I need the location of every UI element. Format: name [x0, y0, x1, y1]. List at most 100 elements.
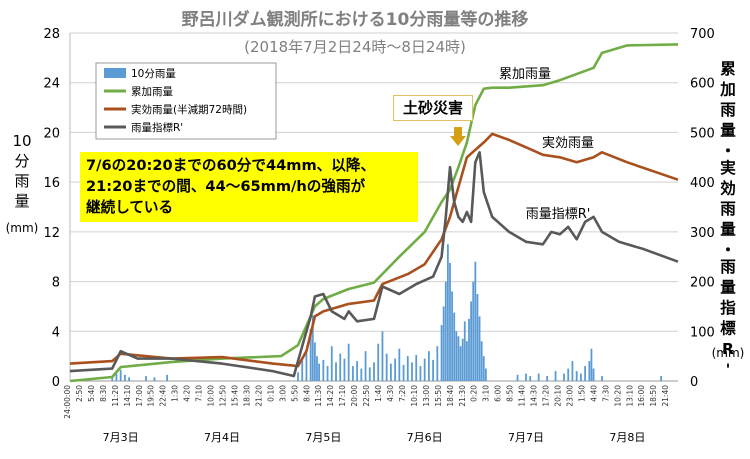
x-tick-label: 10:10	[410, 385, 419, 407]
rain10-bar	[554, 371, 557, 381]
right-axis-unit: (mm)	[712, 346, 745, 360]
right-tick-label: 200	[690, 276, 715, 291]
rain10-bar	[453, 312, 456, 381]
x-tick-label: 14:10	[123, 385, 132, 407]
date-label: 7月5日	[305, 431, 341, 444]
x-tick-label: 12:50	[219, 385, 228, 407]
right-tick-label: 400	[690, 176, 715, 191]
date-label: 7月6日	[407, 431, 443, 444]
rain10-bar	[305, 349, 308, 381]
rain10-bar	[584, 366, 587, 381]
rain10-bar	[364, 351, 367, 381]
rain10-bar	[468, 318, 470, 381]
x-tick-label: 2:50	[75, 385, 84, 402]
rain10-bar	[419, 366, 422, 381]
rain10-bar	[356, 361, 359, 381]
x-tick-label: 3:10	[482, 385, 491, 402]
rain10-bar	[123, 374, 126, 381]
right-axis-label-char: ・	[720, 142, 736, 160]
rain10-bar	[470, 301, 473, 381]
left-axis-label-char: 10	[12, 132, 31, 150]
x-tick-label: 23:00	[565, 385, 574, 407]
right-tick-label: 0	[690, 375, 698, 390]
rain10-bar	[529, 376, 532, 381]
date-labels: 7月3日 7月4日 7月5日 7月6日 7月7日 7月8日	[103, 431, 646, 444]
rain10-bar	[427, 351, 430, 381]
rain10-bar	[406, 356, 409, 381]
rain10-bar	[436, 346, 439, 381]
x-tick-label: 8:30	[99, 385, 108, 402]
right-axis-label-char: 累	[720, 60, 736, 78]
rain10-bar	[525, 373, 527, 381]
rain10-bar	[423, 358, 426, 381]
rain10-bar	[394, 358, 397, 381]
right-axis-label-char: 雨	[720, 258, 736, 276]
chart-title: 野呂川ダム観測所における10分雨量等の推移	[182, 9, 529, 30]
rain10-bar	[389, 363, 392, 381]
rain10-bar	[571, 361, 574, 381]
rain10-bar	[567, 368, 570, 381]
series-lines	[69, 43, 679, 383]
rain10-bar	[128, 377, 131, 381]
x-tick-label: 10:20	[613, 385, 622, 407]
x-tick-label: 1:40	[374, 385, 383, 402]
effective-line	[69, 132, 679, 368]
callout-line-2: 21:20までの間、44～65mm/hの強雨が	[86, 178, 366, 195]
rain10-bar	[449, 262, 451, 381]
rain10-bar	[451, 291, 454, 381]
rain10-bar	[575, 371, 578, 381]
left-axis-label-char: 分	[14, 152, 29, 170]
label-effective: 実効雨量	[542, 135, 594, 151]
right-axis-label-char: 量	[720, 122, 736, 140]
x-axis-ticks: 24:00:00 2:50 5:40 8:30 11:20 14:10 17:00 19:50…	[63, 385, 670, 419]
rain10-bar	[457, 336, 460, 381]
disaster-arrow	[450, 127, 466, 146]
rain10-bar	[373, 362, 375, 381]
x-tick-label: 14:20	[326, 385, 335, 407]
x-tick-label: 17:10	[338, 385, 347, 407]
left-tick-label: 24	[43, 77, 60, 92]
rain10-bar	[546, 376, 549, 381]
x-tick-label: 18:30	[242, 385, 251, 407]
cumulative-line	[69, 43, 679, 383]
legend-label: 実効雨量(半減期72時間)	[131, 103, 247, 116]
left-tick-label: 4	[52, 325, 60, 340]
rain10-bar	[459, 346, 462, 381]
rain10-bar	[145, 376, 147, 381]
x-tick-label: 10:00	[207, 385, 216, 407]
date-label: 7月4日	[204, 431, 240, 444]
x-tick-label: 5:40	[87, 385, 96, 402]
right-axis-label-char: 加	[719, 81, 736, 99]
rain10-bar	[316, 356, 318, 381]
rain10-bar	[339, 353, 342, 381]
x-tick-label: 1:30	[171, 385, 180, 402]
rain10-bar	[111, 376, 114, 381]
right-axis-label-char: 実	[720, 158, 736, 177]
x-tick-label: 21:30	[458, 385, 467, 407]
right-axis-label-char: 量	[720, 221, 736, 239]
x-tick-label: 6:00	[494, 385, 503, 402]
rain10-bar	[119, 369, 122, 381]
rain10-bar	[368, 367, 371, 381]
x-tick-label: 13:10	[625, 385, 634, 407]
rain10-bar	[313, 342, 316, 381]
legend-label: 10分雨量	[131, 68, 176, 80]
rain10-bar	[330, 346, 333, 381]
x-tick-label: 21:40	[661, 385, 670, 407]
rain10-bar	[166, 374, 169, 381]
x-tick-label: 7:30	[601, 385, 610, 402]
rain10-bar	[398, 348, 401, 381]
rain10-bar	[660, 376, 663, 381]
x-tick-label: 7:10	[195, 385, 204, 402]
x-tick-label: 1:50	[577, 385, 586, 402]
rain10-bar	[484, 368, 487, 381]
rain10-bar	[563, 373, 565, 381]
right-axis-label-char: 雨	[720, 101, 736, 119]
rain10-bar	[442, 306, 445, 381]
x-tick-label: 24:00:00	[63, 385, 72, 419]
date-label: 7月3日	[103, 431, 139, 444]
rain10-bar	[309, 328, 312, 381]
rain10-bar	[537, 373, 540, 381]
label-cumulative: 累加雨量	[499, 67, 551, 82]
